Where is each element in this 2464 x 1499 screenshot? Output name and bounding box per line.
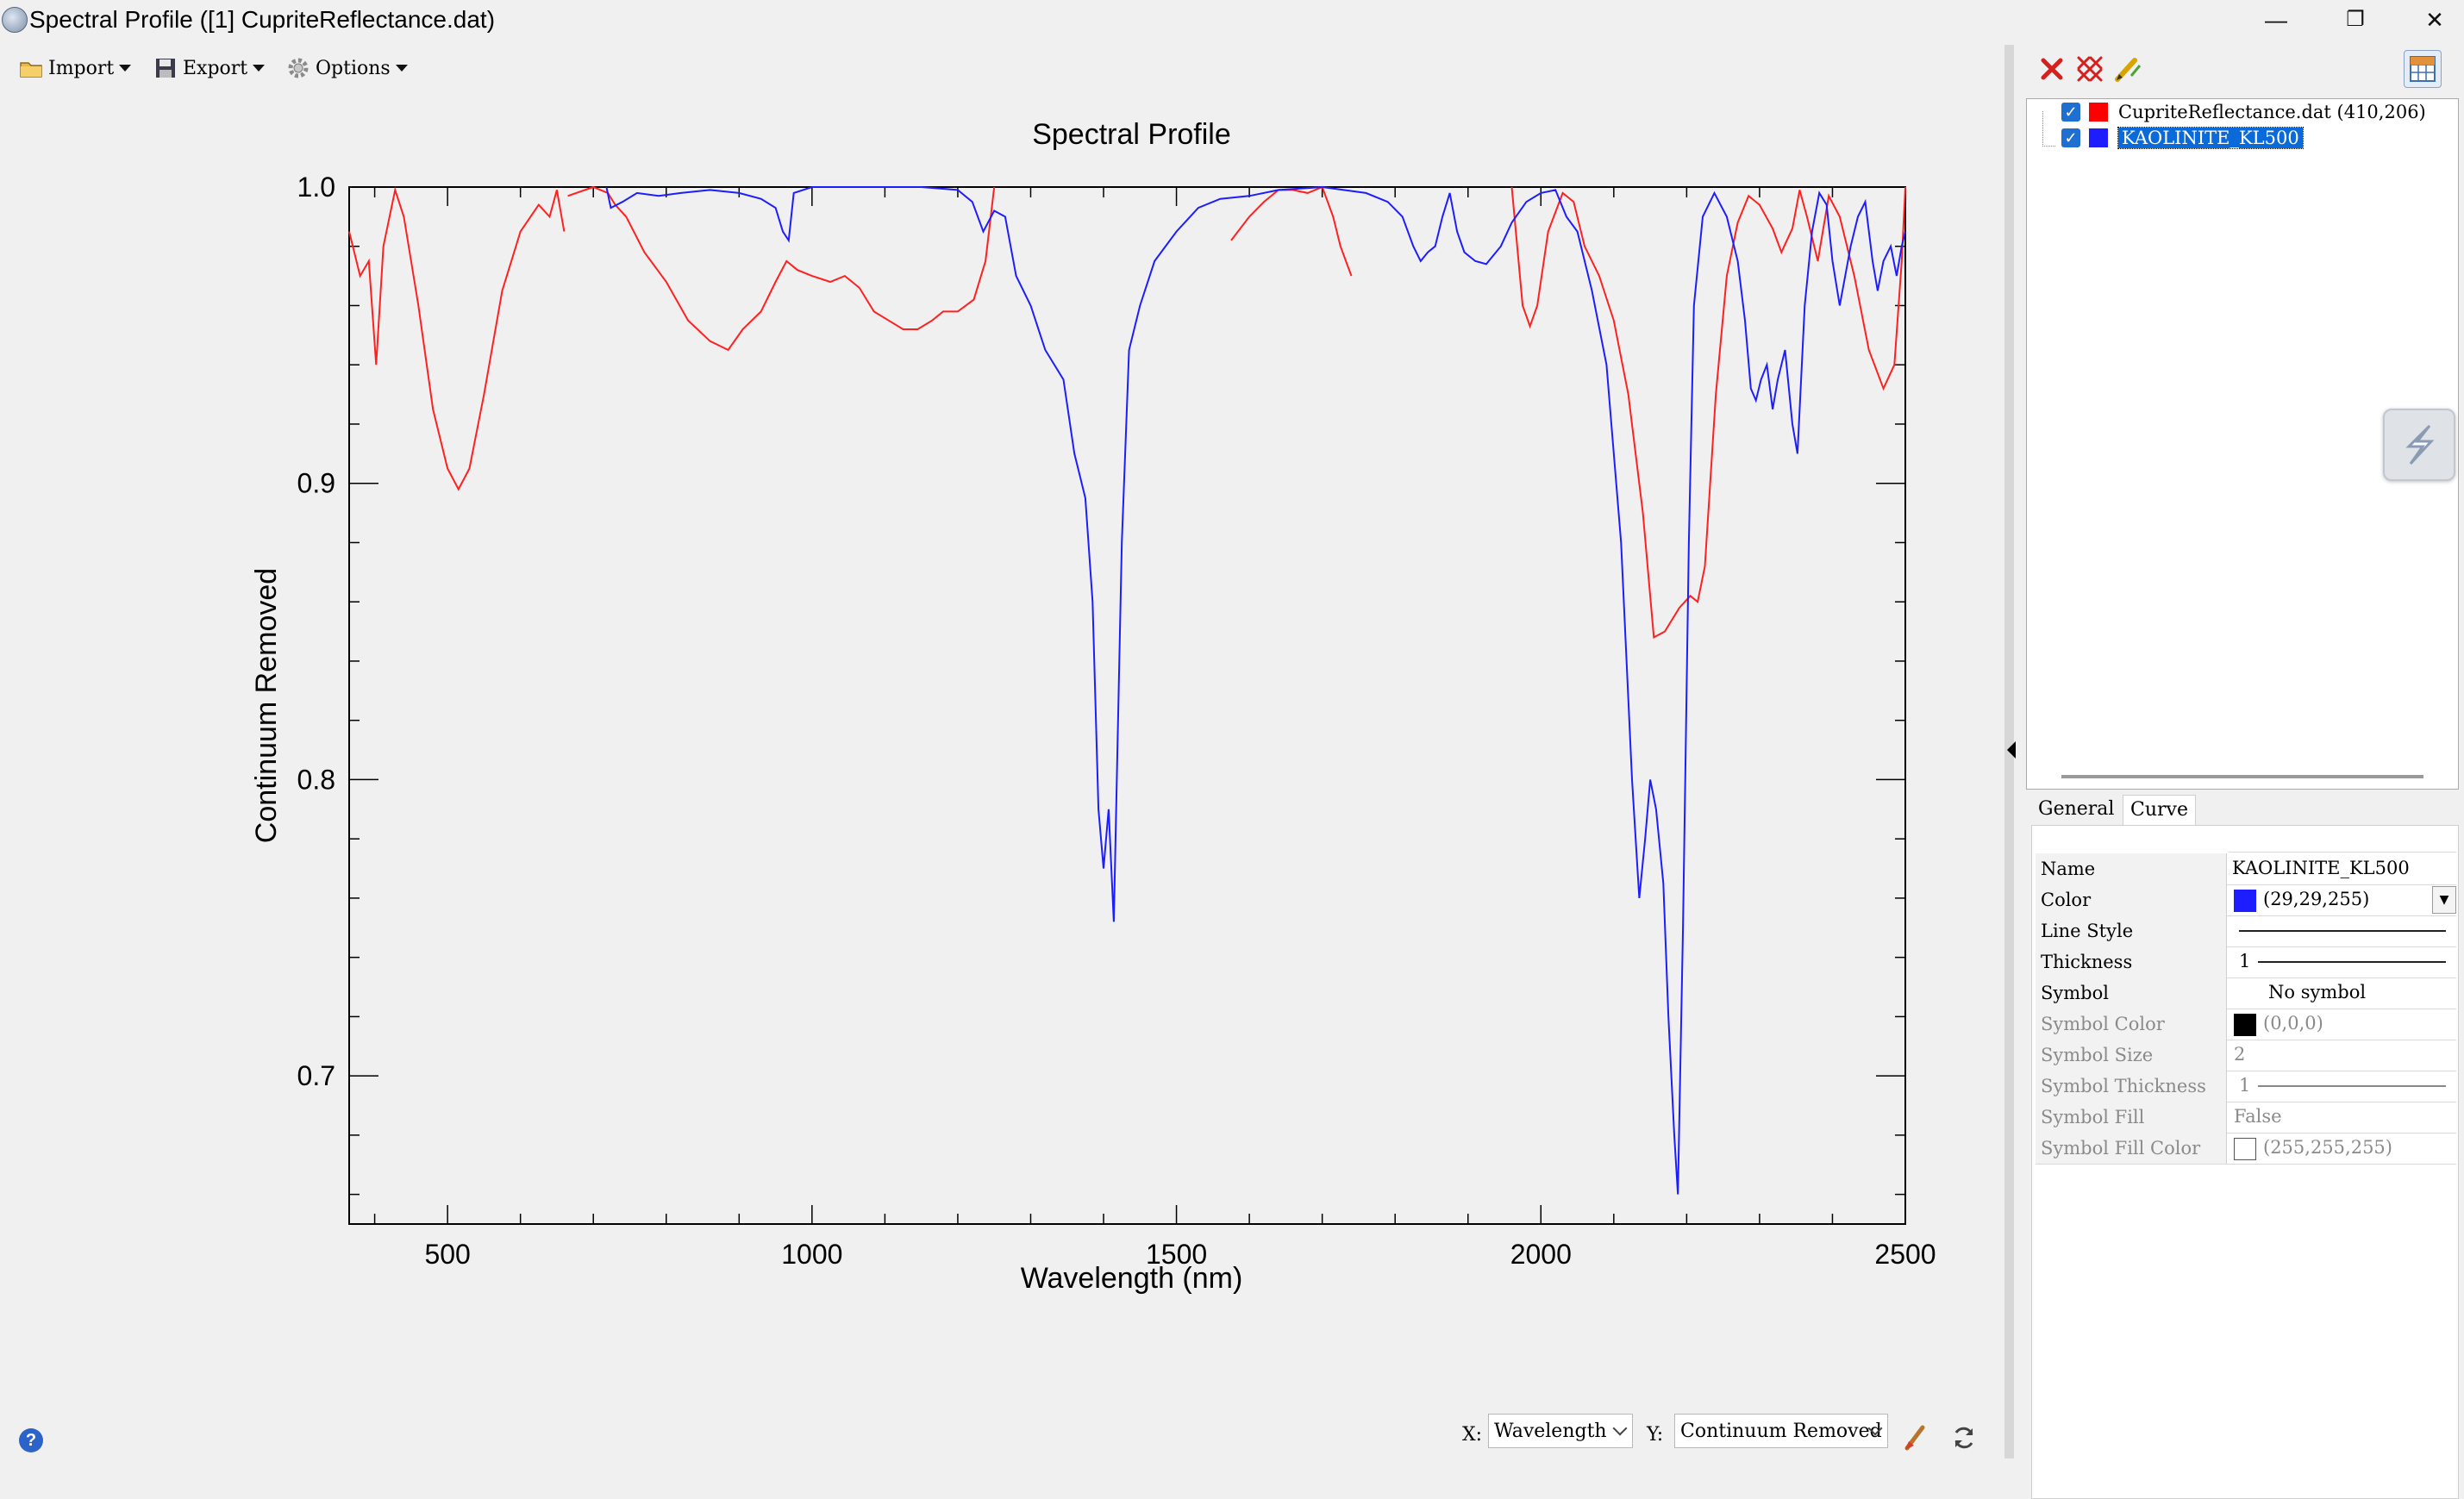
- symbol-fill-color-swatch: [2234, 1138, 2256, 1160]
- symbol-color-swatch: [2234, 1014, 2256, 1036]
- y-axis-label: Continuum Removed: [250, 568, 283, 843]
- clear-plot-icon[interactable]: [1902, 1422, 1931, 1452]
- color-dropdown-button[interactable]: ▼: [2432, 886, 2456, 914]
- color-value: (29,29,255): [2263, 889, 2370, 909]
- refresh-icon[interactable]: [1950, 1424, 1978, 1452]
- tab-general[interactable]: General: [2038, 798, 2115, 820]
- property-row-color[interactable]: Color (29,29,255) ▼: [2036, 884, 2456, 916]
- folder-icon: [19, 56, 43, 80]
- series-line-kaolinite: [605, 185, 1906, 1195]
- curve-item-kaolinite[interactable]: ✓ KAOLINITE_KL500: [2061, 125, 2304, 151]
- x-tick-label: 1500: [1146, 1239, 1207, 1270]
- visibility-checkbox[interactable]: ✓: [2061, 103, 2080, 122]
- import-label: Import: [48, 57, 115, 79]
- edit-curve-icon[interactable]: [2112, 53, 2143, 84]
- chevron-down-icon: [395, 65, 408, 72]
- y-axis-select[interactable]: Continuum Removed: [1674, 1414, 1888, 1448]
- chevron-down-icon: [1612, 1421, 1628, 1436]
- export-menu-button[interactable]: Export: [153, 53, 266, 83]
- y-tick-label: 0.9: [297, 468, 335, 499]
- restore-button[interactable]: ❐: [2346, 8, 2365, 31]
- tree-connector: [2042, 111, 2055, 147]
- line-style-preview: [2239, 930, 2446, 932]
- chart-title: Spectral Profile: [1032, 118, 1231, 151]
- property-row-symbol-thickness[interactable]: Symbol Thickness 1: [2036, 1071, 2456, 1102]
- delete-curve-icon[interactable]: [2036, 53, 2067, 84]
- gear-icon: [286, 56, 310, 80]
- plot-area[interactable]: 500 1000 1500 2000 2500 0.7 0.8 0.9 1.0 Spectral …: [0, 95, 2000, 1388]
- right-panel: ✓ CupriteReflectance.dat (410,206) ✓ KAO…: [2021, 45, 2464, 1499]
- tab-curve[interactable]: Curve: [2123, 795, 2196, 825]
- series-line-cuprite: [567, 185, 996, 352]
- x-tick-label: 500: [424, 1239, 470, 1270]
- chevron-down-icon: [253, 65, 266, 72]
- import-menu-button[interactable]: Import: [19, 53, 132, 83]
- save-icon: [153, 56, 178, 80]
- property-tabs: General Curve: [2031, 795, 2457, 825]
- close-button[interactable]: ✕: [2425, 7, 2444, 33]
- curve-item-label: KAOLINITE_KL500: [2117, 127, 2304, 149]
- export-label: Export: [183, 57, 248, 79]
- curve-item-cuprite[interactable]: ✓ CupriteReflectance.dat (410,206): [2061, 99, 2426, 125]
- property-row-thickness[interactable]: Thickness 1: [2036, 946, 2456, 978]
- options-label: Options: [316, 57, 391, 79]
- property-row-name[interactable]: Name KAOLINITE_KL500: [2036, 853, 2456, 885]
- color-swatch: [2089, 128, 2108, 147]
- chevron-down-icon: [119, 65, 132, 72]
- assistant-float-icon[interactable]: [2383, 409, 2455, 481]
- x-tick-label: 2000: [1510, 1239, 1572, 1270]
- property-row-line-style[interactable]: Line Style: [2036, 915, 2456, 947]
- series-line-cuprite: [1510, 186, 1906, 639]
- window-title: Spectral Profile ([1] CupriteReflectance…: [29, 6, 496, 33]
- curve-item-label: CupriteReflectance.dat (410,206): [2118, 102, 2426, 122]
- series-line-cuprite: [348, 186, 566, 491]
- y-tick-label: 1.0: [297, 172, 335, 203]
- horizontal-scrollbar[interactable]: [2061, 775, 2423, 778]
- toolbar: Import Export Options: [0, 48, 2000, 86]
- property-row-symbol-fill[interactable]: Symbol Fill False: [2036, 1102, 2456, 1134]
- x-axis-label: Wavelength (nm): [1021, 1262, 1243, 1295]
- options-menu-button[interactable]: Options: [286, 53, 408, 83]
- curve-properties-grid: Name KAOLINITE_KL500 Color (29,29,255) ▼…: [2031, 825, 2459, 1499]
- help-icon[interactable]: ?: [19, 1428, 43, 1452]
- spreadsheet-icon[interactable]: [2404, 50, 2442, 88]
- app-icon: [2, 7, 28, 33]
- y-axis-selector-label: Y:: [1647, 1424, 1664, 1446]
- y-tick-label: 0.8: [297, 764, 335, 795]
- property-row-symbol-size[interactable]: Symbol Size 2: [2036, 1040, 2456, 1071]
- property-row-symbol-color[interactable]: Symbol Color (0,0,0): [2036, 1009, 2456, 1040]
- color-swatch: [2234, 890, 2256, 912]
- symbol-thickness-preview: [2258, 1085, 2446, 1087]
- x-tick-label: 2500: [1874, 1239, 1936, 1270]
- plot-frame: [348, 186, 1906, 1225]
- x-axis-selector-label: X:: [1462, 1424, 1483, 1446]
- property-row-symbol-fill-color[interactable]: Symbol Fill Color (255,255,255): [2036, 1133, 2456, 1165]
- x-tick-label: 1000: [781, 1239, 842, 1270]
- color-swatch: [2089, 103, 2108, 122]
- delete-all-curves-icon[interactable]: [2074, 53, 2105, 84]
- property-row-symbol[interactable]: Symbol No symbol: [2036, 977, 2456, 1009]
- y-tick-label: 0.7: [297, 1060, 335, 1091]
- spectral-profile-chart[interactable]: 500 1000 1500 2000 2500 0.7 0.8 0.9 1.0 Spectral …: [0, 95, 2000, 1388]
- x-axis-select[interactable]: Wavelength: [1488, 1414, 1633, 1448]
- series-line-cuprite: [1230, 185, 1353, 277]
- minimize-button[interactable]: —: [2265, 7, 2287, 33]
- window-title-bar: Spectral Profile ([1] CupriteReflectance…: [0, 0, 2464, 40]
- collapse-panel-icon[interactable]: [2007, 741, 2016, 759]
- visibility-checkbox[interactable]: ✓: [2061, 128, 2080, 147]
- thickness-preview: [2258, 961, 2446, 963]
- name-value[interactable]: KAOLINITE_KL500: [2232, 858, 2410, 878]
